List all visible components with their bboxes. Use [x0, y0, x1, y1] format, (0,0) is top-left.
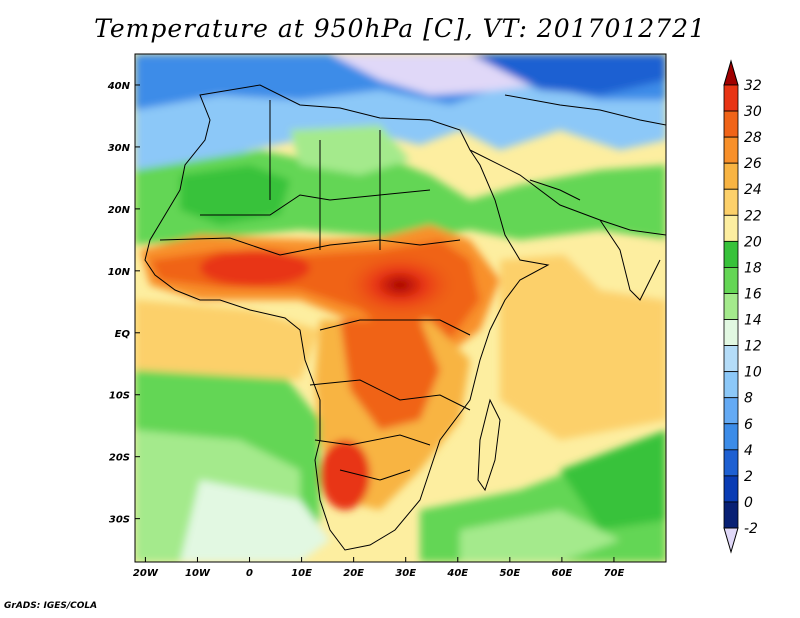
- lon-tick-label: 60E: [552, 568, 573, 579]
- colorbar-label: 8: [744, 391, 753, 407]
- colorbar-label: 2: [744, 469, 753, 485]
- lat-tick-label: 20S: [109, 453, 130, 464]
- colorbar-box: [723, 319, 739, 346]
- colorbar-label: 16: [744, 286, 762, 302]
- grads-credit: GrADS: IGES/COLA: [4, 601, 98, 611]
- colorbar-box: [723, 214, 739, 242]
- lon-tick-label: 0: [246, 568, 253, 579]
- lon-tick-label: 20W: [133, 568, 159, 579]
- lon-tick-label: 20E: [343, 568, 364, 579]
- colorbar-label: 18: [744, 260, 762, 276]
- lon-tick-label: 30E: [395, 568, 416, 579]
- colorbar-label: -2: [744, 521, 758, 537]
- colorbar-label: 12: [744, 339, 762, 355]
- colorbar-label: 14: [744, 313, 762, 329]
- colorbar-label: 4: [744, 443, 753, 459]
- colorbar-box: [723, 188, 739, 216]
- lon-tick-label: 40E: [446, 568, 468, 579]
- colorbar-box: [723, 110, 739, 138]
- colorbar-box: [723, 475, 739, 503]
- map-title: Temperature at 950hPa [C], VT: 201701272…: [94, 14, 706, 43]
- colorbar-label: 24: [744, 182, 762, 198]
- lat-tick-label: 30S: [109, 515, 130, 526]
- lon-tick-label: 10W: [185, 568, 211, 579]
- lat-tick-label: EQ: [115, 329, 131, 340]
- coastlines: [144, 84, 666, 551]
- colorbar-box: [723, 162, 739, 190]
- colorbar-box: [723, 449, 739, 477]
- temperature-field: [135, 54, 666, 562]
- lat-tick-label: 40N: [107, 81, 131, 92]
- map-frame: [134, 53, 667, 563]
- colorbar-label: 26: [744, 156, 762, 172]
- colorbar-box: [723, 501, 739, 529]
- lat-tick-label: 20N: [108, 205, 131, 216]
- axis-ticks: 20W 10W 0 10E 20E 30E 40E 50E 60E 70E 40N 30N 20N 10N…: [107, 81, 625, 579]
- colorbar-label: 28: [744, 130, 762, 146]
- colorbar-box: [723, 423, 739, 451]
- colorbar-box: [723, 345, 739, 373]
- colorbar-box: [723, 84, 739, 112]
- lat-tick-label: 30N: [108, 143, 131, 154]
- lon-tick-label: 50E: [499, 568, 520, 579]
- colorbar-label: 10: [744, 365, 762, 381]
- colorbar-label: 6: [744, 417, 753, 433]
- lon-tick-label: 70E: [604, 568, 625, 579]
- colorbar-min-triangle: [723, 527, 739, 554]
- colorbar-label: 0: [744, 495, 753, 511]
- colorbar-box: [723, 397, 739, 425]
- colorbar-box: [723, 240, 739, 268]
- colorbar-box: [723, 267, 739, 294]
- lat-tick-label: 10S: [109, 391, 130, 402]
- lat-tick-label: 10N: [108, 267, 131, 278]
- colorbar-box: [723, 293, 739, 320]
- colorbar-box: [723, 136, 739, 164]
- colorbar-max-triangle: [723, 59, 739, 86]
- colorbar-label: 30: [744, 104, 762, 120]
- colorbar-box: [723, 371, 739, 399]
- colorbar-label: 20: [744, 234, 762, 250]
- colorbar-label: 22: [744, 208, 762, 224]
- colorbar-label: 32: [744, 78, 762, 94]
- lon-tick-label: 10E: [291, 568, 312, 579]
